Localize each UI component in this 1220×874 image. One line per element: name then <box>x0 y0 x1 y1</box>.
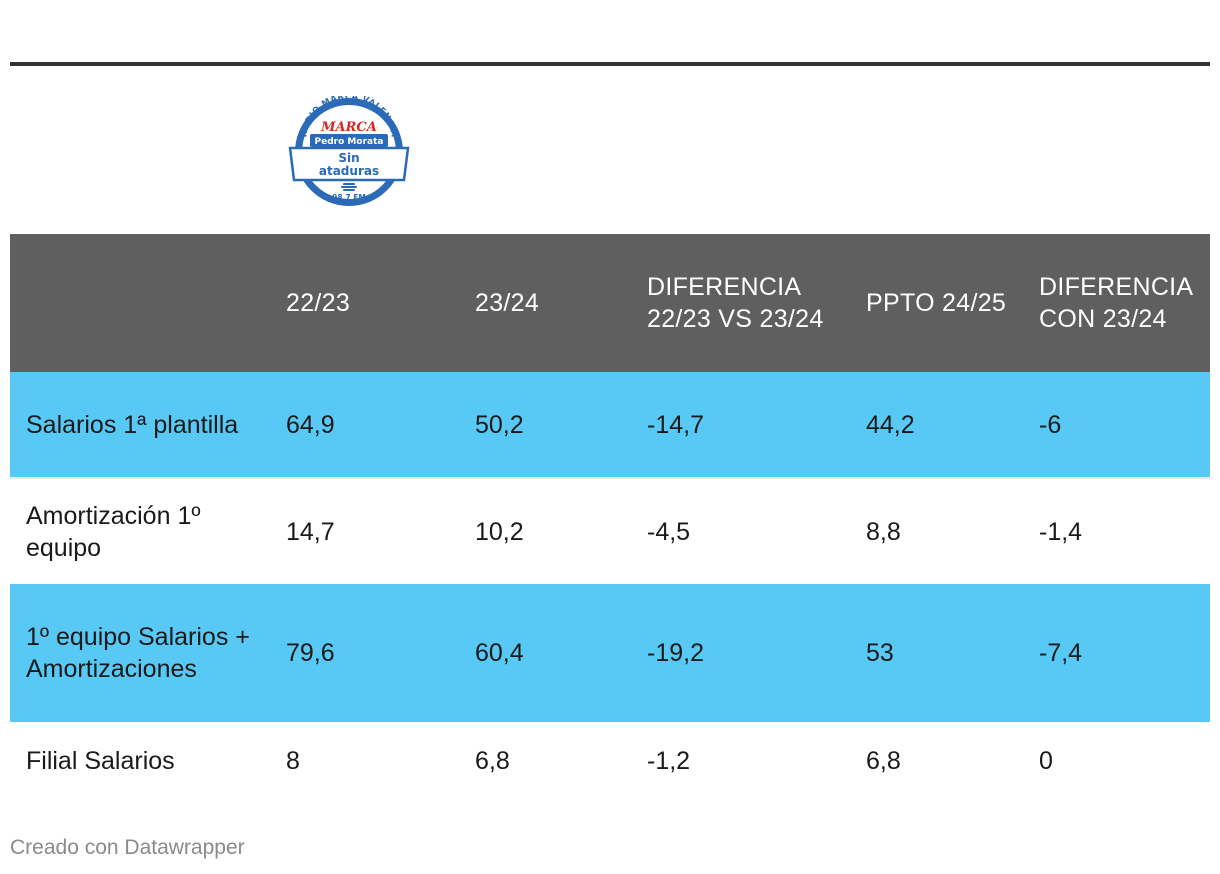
table-cell: -7,4 <box>1039 639 1083 667</box>
table-cell: -1,2 <box>647 747 691 775</box>
row-label: 1º equipo Salarios + Amortizaciones <box>26 623 250 683</box>
table-cell: -4,5 <box>631 477 850 584</box>
table-row: Salarios 1ª plantilla 64,9 50,2 -14,7 44… <box>10 372 1210 478</box>
table-cell: -6 <box>1039 410 1062 439</box>
table-row: Amortización 1º equipo 14,7 10,2 -4,5 8,… <box>10 477 1210 584</box>
footer-credit: Creado con Datawrapper <box>10 836 245 859</box>
table-row: Filial Salarios 8 6,8 -1,2 6,8 0 <box>10 722 1210 800</box>
row-label: Filial Salarios <box>26 747 175 775</box>
table-cell: 60,4 <box>475 639 524 667</box>
logo-show-banner-icon <box>288 146 410 182</box>
logo-mic-icon <box>341 183 357 191</box>
radio-marca-logo: RADIO MARCA VALENCIA MARCA Pedro Morata … <box>288 96 410 206</box>
table-cell: 10,2 <box>459 477 631 584</box>
table-cell: 6,8 <box>866 747 901 775</box>
table-cell: 50,2 <box>475 410 524 439</box>
column-header: 23/24 <box>475 289 540 317</box>
table-cell: 8,8 <box>850 477 1023 584</box>
column-header: 22/23 <box>286 289 351 317</box>
table-cell: -1,4 <box>1023 477 1210 584</box>
column-header <box>10 234 270 372</box>
table-cell: 53 <box>866 639 894 667</box>
logo-frequency: 98.7 FM <box>332 193 366 202</box>
column-header: DIFERENCIA CON 23/24 <box>1039 273 1193 333</box>
table-cell: 8 <box>286 747 300 775</box>
logo-show-line2: ataduras <box>319 164 379 178</box>
logo-host-banner-icon <box>310 134 388 147</box>
table-row: 1º equipo Salarios + Amortizaciones 79,6… <box>10 584 1210 722</box>
column-header: DIFERENCIA 22/23 VS 23/24 <box>647 273 824 333</box>
logo-host: Pedro Morata <box>315 137 384 147</box>
table-cell: 44,2 <box>866 410 915 439</box>
logo-show-line1: Sin <box>338 151 359 165</box>
table-cell: 0 <box>1039 747 1053 775</box>
table-cell: 64,9 <box>286 410 335 439</box>
logo-brand: MARCA <box>320 120 377 135</box>
top-rule <box>10 62 1210 66</box>
data-table: 22/23 23/24 DIFERENCIA 22/23 VS 23/24 PP… <box>10 234 1210 800</box>
table-cell: 6,8 <box>475 747 510 775</box>
row-label: Amortización 1º equipo <box>10 477 270 584</box>
row-label: Salarios 1ª plantilla <box>26 410 239 439</box>
table-cell: -14,7 <box>647 410 704 439</box>
table-cell: 79,6 <box>286 639 335 667</box>
table-header-row: 22/23 23/24 DIFERENCIA 22/23 VS 23/24 PP… <box>10 234 1210 372</box>
table-cell: 14,7 <box>270 477 459 584</box>
table-cell: -19,2 <box>647 639 704 667</box>
column-header: PPTO 24/25 <box>866 289 1007 317</box>
